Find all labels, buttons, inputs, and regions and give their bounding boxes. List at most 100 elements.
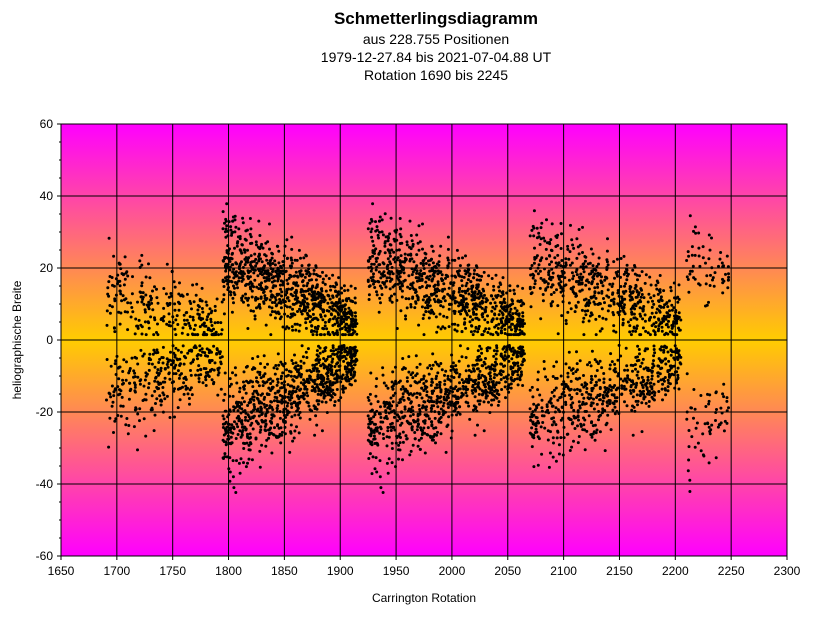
data-point (455, 329, 459, 333)
data-point (117, 377, 121, 381)
data-point (302, 361, 306, 365)
data-point (471, 385, 475, 389)
data-point (192, 300, 196, 304)
data-point (245, 379, 248, 383)
data-point (448, 302, 451, 306)
data-point (369, 230, 373, 234)
data-point (307, 292, 311, 296)
data-point (155, 348, 159, 352)
data-point (605, 404, 609, 408)
data-point (561, 416, 565, 420)
data-point (237, 265, 241, 269)
data-point (162, 306, 166, 310)
data-point (390, 294, 393, 298)
data-point (543, 426, 547, 430)
data-point (480, 373, 484, 377)
data-point (484, 357, 487, 360)
data-point (557, 443, 561, 447)
data-point (447, 415, 451, 419)
data-point (420, 305, 424, 309)
data-point (369, 371, 373, 375)
data-point (657, 289, 661, 292)
data-point (326, 301, 330, 305)
data-point (560, 314, 564, 318)
data-point (647, 400, 651, 403)
data-point (159, 382, 163, 386)
data-point (147, 386, 150, 390)
data-point (516, 383, 520, 387)
data-point (229, 426, 233, 430)
data-point (342, 284, 346, 288)
data-point (457, 256, 461, 260)
data-point (165, 322, 169, 326)
data-point (113, 297, 117, 301)
data-point (126, 432, 130, 436)
data-point (248, 398, 252, 402)
data-point (369, 269, 373, 273)
data-point (300, 264, 304, 268)
data-point (430, 404, 434, 408)
data-point (286, 314, 290, 318)
data-point (243, 425, 247, 429)
data-point (271, 270, 274, 274)
data-point (177, 376, 181, 380)
data-point (250, 410, 254, 414)
data-point (165, 394, 169, 398)
data-point (494, 388, 498, 392)
data-point (447, 325, 451, 329)
data-point (228, 257, 232, 261)
data-point (251, 357, 255, 360)
data-point (155, 397, 159, 401)
data-point (121, 294, 125, 298)
data-point (248, 448, 252, 452)
data-point (643, 313, 647, 317)
data-point (432, 312, 436, 316)
data-point (321, 270, 324, 274)
data-point (508, 325, 512, 329)
data-point (532, 234, 536, 238)
data-point (278, 283, 282, 287)
data-point (133, 385, 137, 389)
data-point (427, 310, 431, 314)
data-point (612, 297, 616, 301)
data-point (254, 297, 257, 301)
data-point (661, 318, 665, 322)
data-point (291, 439, 295, 443)
data-point (147, 326, 151, 330)
data-point (513, 351, 516, 355)
data-point (247, 401, 251, 405)
data-point (512, 288, 516, 292)
data-point (636, 278, 639, 282)
data-point (150, 394, 154, 398)
data-point (424, 280, 428, 284)
data-point (133, 371, 137, 375)
data-point (468, 315, 472, 319)
data-point (474, 325, 478, 329)
data-point (433, 264, 437, 268)
data-point (480, 389, 484, 393)
data-point (292, 302, 296, 306)
data-point (535, 226, 539, 230)
data-point (185, 318, 189, 322)
data-point (537, 231, 541, 235)
data-point (388, 287, 392, 291)
data-point (603, 449, 607, 453)
data-point (329, 288, 333, 292)
data-point (305, 297, 309, 301)
data-point (473, 268, 476, 272)
data-point (286, 373, 290, 377)
data-point (283, 425, 287, 429)
data-point (516, 333, 520, 337)
data-point (290, 247, 294, 251)
data-point (310, 324, 314, 328)
data-point (153, 379, 157, 383)
data-point (563, 394, 567, 398)
data-point (192, 328, 196, 331)
data-point (499, 362, 503, 366)
data-point (283, 400, 287, 404)
data-point (239, 435, 243, 439)
data-point (411, 244, 415, 248)
data-point (391, 394, 395, 398)
data-point (258, 303, 261, 306)
data-point (115, 354, 119, 358)
